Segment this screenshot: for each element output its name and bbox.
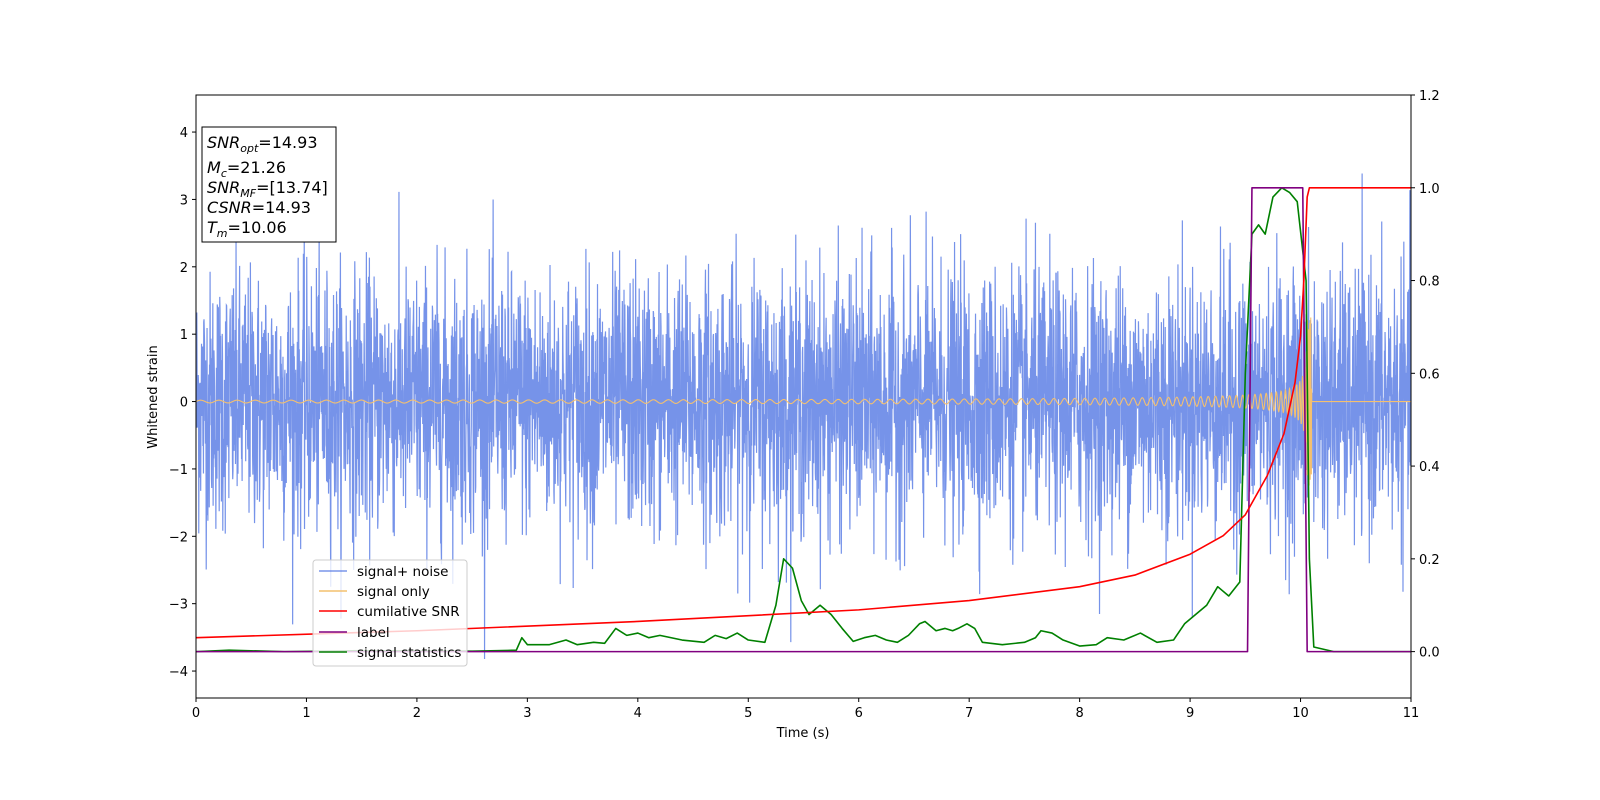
y-left-tick-label: 0 [180, 396, 188, 411]
y-right-tick-label: 1.2 [1419, 89, 1440, 104]
legend-label-signal-noise: signal+ noise [357, 564, 448, 580]
series-signal-statistics [196, 186, 1411, 653]
info-tm: Tm=10.06 [207, 218, 287, 240]
y-left-tick-label: −1 [169, 463, 188, 478]
x-axis-label: Time (s) [776, 726, 830, 741]
x-tick-label: 8 [1075, 706, 1083, 721]
plot-frame [195, 94, 1412, 699]
series-cumulative-snr [196, 186, 1411, 639]
legend-label-label: label [357, 625, 390, 641]
y-axis-label: Whitened strain [146, 345, 161, 448]
x-tick-label: 11 [1403, 706, 1420, 721]
y-left-tick-label: −2 [169, 530, 188, 545]
x-tick-label: 3 [523, 706, 531, 721]
y-right-tick-label: 0.0 [1419, 646, 1440, 661]
x-tick-label: 0 [192, 706, 200, 721]
legend: signal+ noise signal only cumilative SNR… [312, 559, 468, 667]
x-tick-label: 9 [1186, 706, 1194, 721]
legend-label-cumulative-snr: cumilative SNR [357, 604, 460, 620]
y-left-tick-label: −4 [169, 665, 188, 680]
y-right-tick-label: 0.4 [1419, 460, 1440, 475]
legend-frame [312, 559, 468, 667]
info-snr-opt: SNRopt=14.93 [207, 133, 318, 155]
info-snr-mf: SNRMF=[13.74] [207, 178, 328, 200]
y-left-tick-label: 1 [180, 328, 188, 343]
info-csnr: CSNR=14.93 [207, 198, 311, 217]
y-right-tick-label: 0.6 [1419, 367, 1440, 382]
series-label [196, 186, 1411, 653]
x-tick-label: 1 [302, 706, 310, 721]
x-tick-label: 6 [855, 706, 863, 721]
info-box-frame [201, 126, 337, 243]
y-right-tick-label: 0.2 [1419, 553, 1440, 568]
x-tick-label: 2 [413, 706, 421, 721]
x-tick-label: 4 [634, 706, 642, 721]
legend-label-signal-statistics: signal statistics [357, 645, 461, 661]
y-left-tick-label: 2 [180, 261, 188, 276]
axes-layer: 0 1 2 3 4 5 6 7 8 9 10 11 −4 −3 −2 −1 0 1 2 3 4 0.0 0.2 0.4 0.6 0… [169, 89, 1440, 721]
x-tick-label: 7 [965, 706, 973, 721]
y-right-tick-label: 1.0 [1419, 182, 1440, 197]
series-signal-only [196, 317, 1411, 486]
legend-label-signal-only: signal only [357, 584, 430, 600]
series-layer [196, 173, 1411, 659]
x-tick-label: 5 [744, 706, 752, 721]
y-left-tick-label: 4 [180, 126, 188, 141]
y-left-tick-label: 3 [180, 193, 188, 208]
series-signal-noise [196, 173, 1411, 659]
x-tick-label: 10 [1292, 706, 1309, 721]
y-left-tick-label: −3 [169, 598, 188, 613]
info-box: SNRopt=14.93 Mc=21.26 SNRMF=[13.74] CSNR… [201, 126, 337, 243]
info-mc: Mc=21.26 [207, 158, 286, 180]
y-right-tick-label: 0.8 [1419, 275, 1440, 290]
